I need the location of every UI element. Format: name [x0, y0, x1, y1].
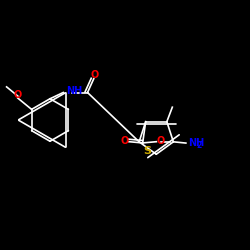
Text: NH: NH [66, 86, 82, 96]
Text: O: O [156, 136, 164, 146]
Text: NH: NH [188, 138, 204, 148]
Text: O: O [121, 136, 129, 146]
Text: O: O [14, 90, 22, 100]
Text: S: S [144, 146, 152, 156]
Text: 2: 2 [196, 141, 202, 150]
Text: O: O [90, 70, 98, 80]
